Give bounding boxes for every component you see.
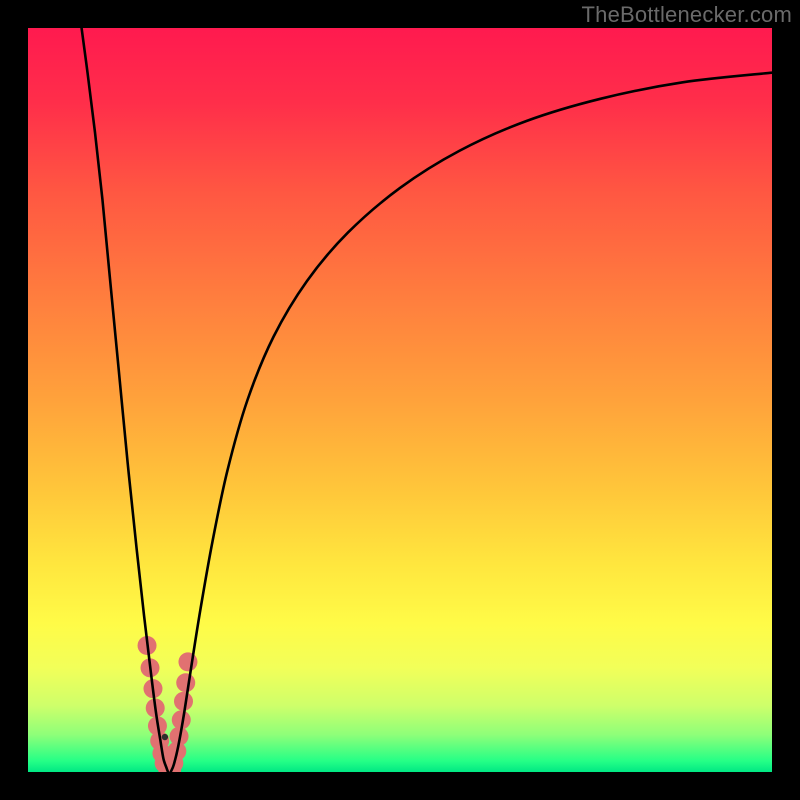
chart-root: TheBottlenecker.com: [0, 0, 800, 800]
bottleneck-plot-svg: [0, 0, 800, 800]
marker-dot: [176, 673, 195, 692]
watermark-text: TheBottlenecker.com: [582, 2, 792, 28]
small-dark-dot: [162, 734, 168, 740]
marker-dot: [178, 652, 197, 671]
marker-dot: [174, 692, 193, 711]
plot-background-gradient: [28, 28, 772, 772]
